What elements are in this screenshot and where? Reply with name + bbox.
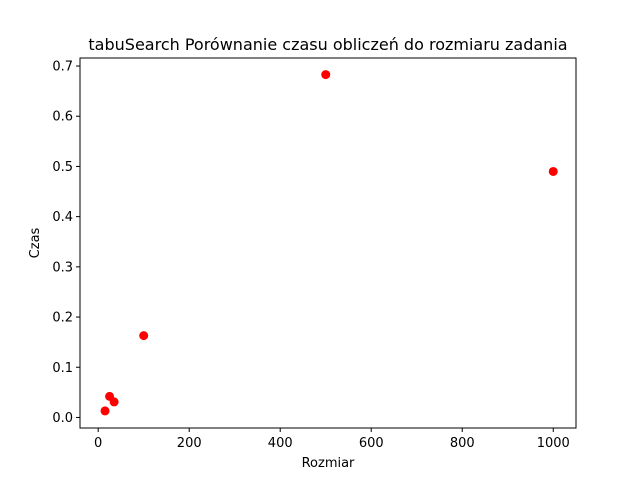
y-tick-label: 0.7 — [52, 60, 73, 75]
y-tick-label: 0.0 — [52, 411, 73, 426]
plot-area-frame — [79, 57, 577, 429]
x-axis-label: Rozmiar — [302, 456, 355, 471]
x-tick-label: 800 — [450, 436, 475, 451]
x-tick-label: 0 — [94, 436, 102, 451]
x-tick-label: 200 — [177, 436, 202, 451]
y-tick-label: 0.5 — [52, 160, 73, 175]
data-point — [109, 397, 119, 407]
chart-title: tabuSearch Porównanie czasu obliczeń do … — [88, 35, 567, 54]
y-tick-label: 0.6 — [52, 110, 73, 125]
x-tick-label: 600 — [359, 436, 384, 451]
axis-ticks: 0 200 400 600 800 1000 0.0 0.1 0.2 0.3 0.4 0.5 0.6 0.… — [52, 60, 569, 451]
data-point — [548, 166, 558, 176]
y-tick-label: 0.3 — [52, 260, 73, 275]
y-tick-label: 0.2 — [52, 311, 73, 326]
data-points — [100, 70, 558, 416]
y-tick-label: 0.1 — [52, 361, 73, 376]
data-point — [321, 70, 331, 80]
y-axis-label: Czas — [28, 227, 43, 258]
x-tick-label: 1000 — [537, 436, 570, 451]
y-tick-label: 0.4 — [52, 210, 73, 225]
data-point — [100, 406, 110, 416]
data-point — [139, 331, 149, 341]
x-tick-label: 400 — [268, 436, 293, 451]
